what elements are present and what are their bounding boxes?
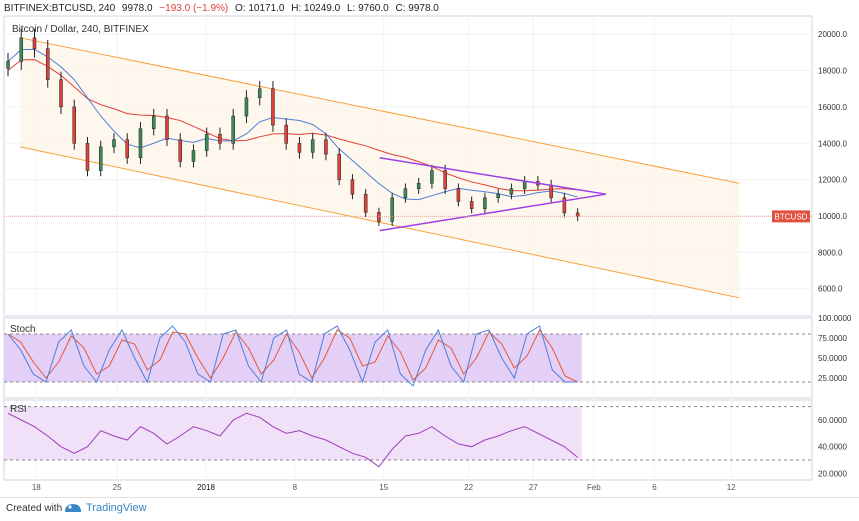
channel-fill (20, 37, 740, 298)
price-tick-label: 18000.0 (818, 67, 847, 76)
stoch-tick-label: 25.0000 (818, 374, 847, 383)
rsi-tick-label: 40.0000 (818, 443, 847, 452)
candle-body (72, 106, 76, 144)
candle-body (32, 37, 37, 49)
stoch-pane-title: Stoch (10, 324, 36, 335)
candle-body (337, 153, 341, 180)
time-tick-label: 25 (113, 483, 122, 492)
time-tick-label: 18 (32, 483, 41, 492)
candle-body (271, 88, 275, 126)
stoch-tick-label: 75.0000 (818, 334, 847, 343)
candle-body (390, 197, 394, 222)
candle-body (165, 115, 169, 140)
triangle-upper-line (379, 157, 607, 195)
candle-body (456, 188, 461, 202)
open-value: O: 10171.0 (235, 3, 285, 14)
candle-body (191, 150, 196, 162)
footer: Created with TradingView (0, 497, 859, 521)
candle-body (218, 133, 222, 144)
candle-body (19, 37, 23, 62)
time-tick-label: 22 (464, 483, 473, 492)
time-tick-label: 27 (529, 483, 538, 492)
price-tag-label: BTCUSD (775, 212, 808, 221)
footer-brand[interactable]: TradingView (86, 502, 147, 514)
candle-body (363, 193, 368, 213)
candle-body (310, 139, 315, 153)
candle-body (244, 97, 249, 117)
channel-upper-line (20, 37, 740, 184)
candle-body (483, 197, 487, 209)
candle-body (575, 212, 580, 217)
time-tick-label: 2018 (197, 483, 215, 492)
candle-body (496, 193, 500, 199)
candle-body (324, 139, 328, 155)
candle-body (469, 201, 474, 209)
price-tick-label: 12000.0 (818, 176, 847, 185)
main-pane-frame (3, 15, 813, 317)
price-tick-label: 6000.0 (818, 285, 843, 294)
chart-header: BITFINEX:BTCUSD, 240 9978.0 −193.0 (−1.9… (4, 3, 443, 14)
candle-body (562, 197, 567, 214)
candle-body (257, 88, 262, 99)
candle-body (85, 143, 90, 171)
candle-body (443, 170, 447, 189)
tradingview-logo-icon[interactable] (64, 500, 82, 514)
rsi-tick-label: 20.0000 (818, 469, 847, 478)
last-price: 9978.0 (121, 3, 153, 14)
rsi-band-fill (4, 406, 582, 460)
channel-lower-line (20, 146, 740, 299)
candle-body (204, 133, 209, 151)
triangle-lower-line (379, 193, 607, 232)
candle-body (6, 61, 10, 69)
candle-body (59, 79, 63, 108)
candle-body (430, 170, 434, 184)
candle-body (138, 128, 143, 159)
close-value: C: 9978.0 (395, 3, 439, 14)
footer-made-with: Created with (6, 503, 63, 514)
time-tick-label: 6 (652, 483, 657, 492)
candle-body (350, 179, 355, 195)
candle-body (377, 212, 381, 222)
candle-body (403, 188, 408, 199)
candle-body (284, 124, 288, 144)
high-value: H: 10249.0 (291, 3, 341, 14)
rsi-pane-title: RSI (10, 404, 27, 415)
candle-body (98, 146, 103, 171)
chart-canvas: 20000.0 18000.0 16000.0 14000.0 12000.0 10000… (3, 15, 852, 492)
candle-body (178, 139, 182, 162)
price-tag-bg (772, 210, 810, 223)
price-tick-label: 14000.0 (818, 139, 847, 148)
candle-body (416, 183, 421, 189)
rsi-tick-label: 60.0000 (818, 416, 847, 425)
candle-body (125, 139, 129, 159)
candle-body (45, 48, 50, 80)
price-tick-label: 16000.0 (818, 103, 847, 112)
candle-body (151, 115, 156, 129)
candle-body (509, 188, 514, 195)
rsi-line (7, 412, 578, 468)
candle-body (112, 139, 116, 148)
main-pane-title: Bitcoin / Dollar, 240, BITFINEX (12, 24, 149, 35)
price-change: −193.0 (−1.9%) (159, 3, 229, 14)
time-tick-label: 15 (379, 483, 388, 492)
price-tick-label: 10000.0 (818, 212, 847, 221)
price-tick-label: 8000.0 (818, 248, 843, 257)
symbol-label: BITFINEX:BTCUSD, 240 (4, 3, 116, 14)
low-value: L: 9760.0 (347, 3, 389, 14)
ma-fast-line (7, 48, 578, 201)
stoch-tick-label: 50.0000 (818, 354, 847, 363)
time-tick-label: 8 (293, 483, 298, 492)
stoch-k-line (7, 325, 578, 387)
ma-slow-line (7, 59, 578, 192)
stoch-tick-label: 100.0000 (818, 314, 852, 323)
candle-body (522, 181, 527, 189)
time-tick-label: 12 (727, 483, 736, 492)
stoch-d-line (7, 329, 578, 383)
time-tick-label: Feb (587, 483, 601, 492)
candle-body (231, 115, 235, 144)
candle-body (297, 143, 302, 153)
price-tick-label: 20000.0 (818, 30, 847, 39)
candle-body (549, 184, 553, 199)
